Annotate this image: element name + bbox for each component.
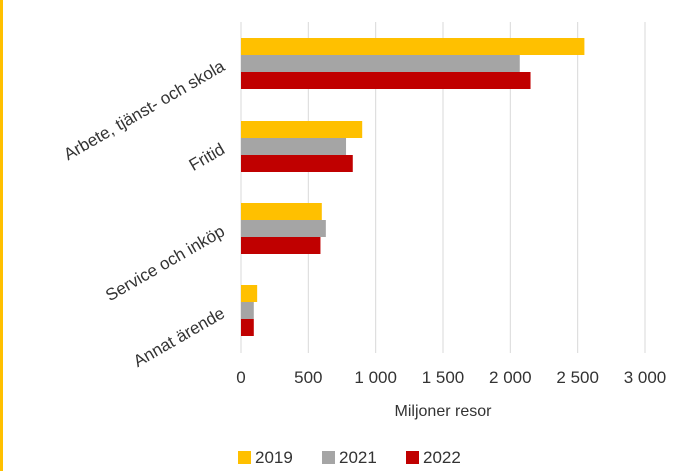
legend-swatch xyxy=(406,451,419,464)
bar-2019 xyxy=(241,203,322,220)
category-label: Annat ärende xyxy=(130,304,228,372)
bar-2021 xyxy=(241,220,326,237)
legend-label: 2022 xyxy=(423,448,461,467)
bar-2022 xyxy=(241,155,353,172)
bar-2019 xyxy=(241,38,585,55)
legend-item-2021: 2021 xyxy=(322,448,377,467)
bar-2021 xyxy=(241,302,254,319)
x-tick-label: 2 500 xyxy=(556,368,599,387)
x-tick-label: 500 xyxy=(294,368,322,387)
bar-2022 xyxy=(241,237,321,254)
legend-item-2019: 2019 xyxy=(238,448,293,467)
x-tick-label: 3 000 xyxy=(624,368,667,387)
legend-item-2022: 2022 xyxy=(406,448,461,467)
legend-swatch xyxy=(322,451,335,464)
bar-2019 xyxy=(241,285,258,302)
legend-label: 2021 xyxy=(339,448,377,467)
bar-2021 xyxy=(241,55,520,72)
bar-2022 xyxy=(241,72,531,89)
legend-swatch xyxy=(238,451,251,464)
x-tick-label: 1 500 xyxy=(422,368,465,387)
category-label: Fritid xyxy=(186,140,228,175)
bar-2019 xyxy=(241,121,363,138)
accent-border xyxy=(0,0,3,471)
x-tick-label: 1 000 xyxy=(354,368,397,387)
x-tick-label: 0 xyxy=(236,368,245,387)
bars xyxy=(241,38,585,336)
bar-2021 xyxy=(241,138,347,155)
legend: 2019 2021 2022 xyxy=(238,448,461,467)
bar-2022 xyxy=(241,319,254,336)
x-tick-label: 2 000 xyxy=(489,368,532,387)
x-tick-labels: 0 500 1 000 1 500 2 000 2 500 3 000 xyxy=(236,368,666,387)
legend-label: 2019 xyxy=(255,448,293,467)
x-axis-title: Miljoner resor xyxy=(395,403,493,420)
category-label: Service och inköp xyxy=(102,222,228,306)
